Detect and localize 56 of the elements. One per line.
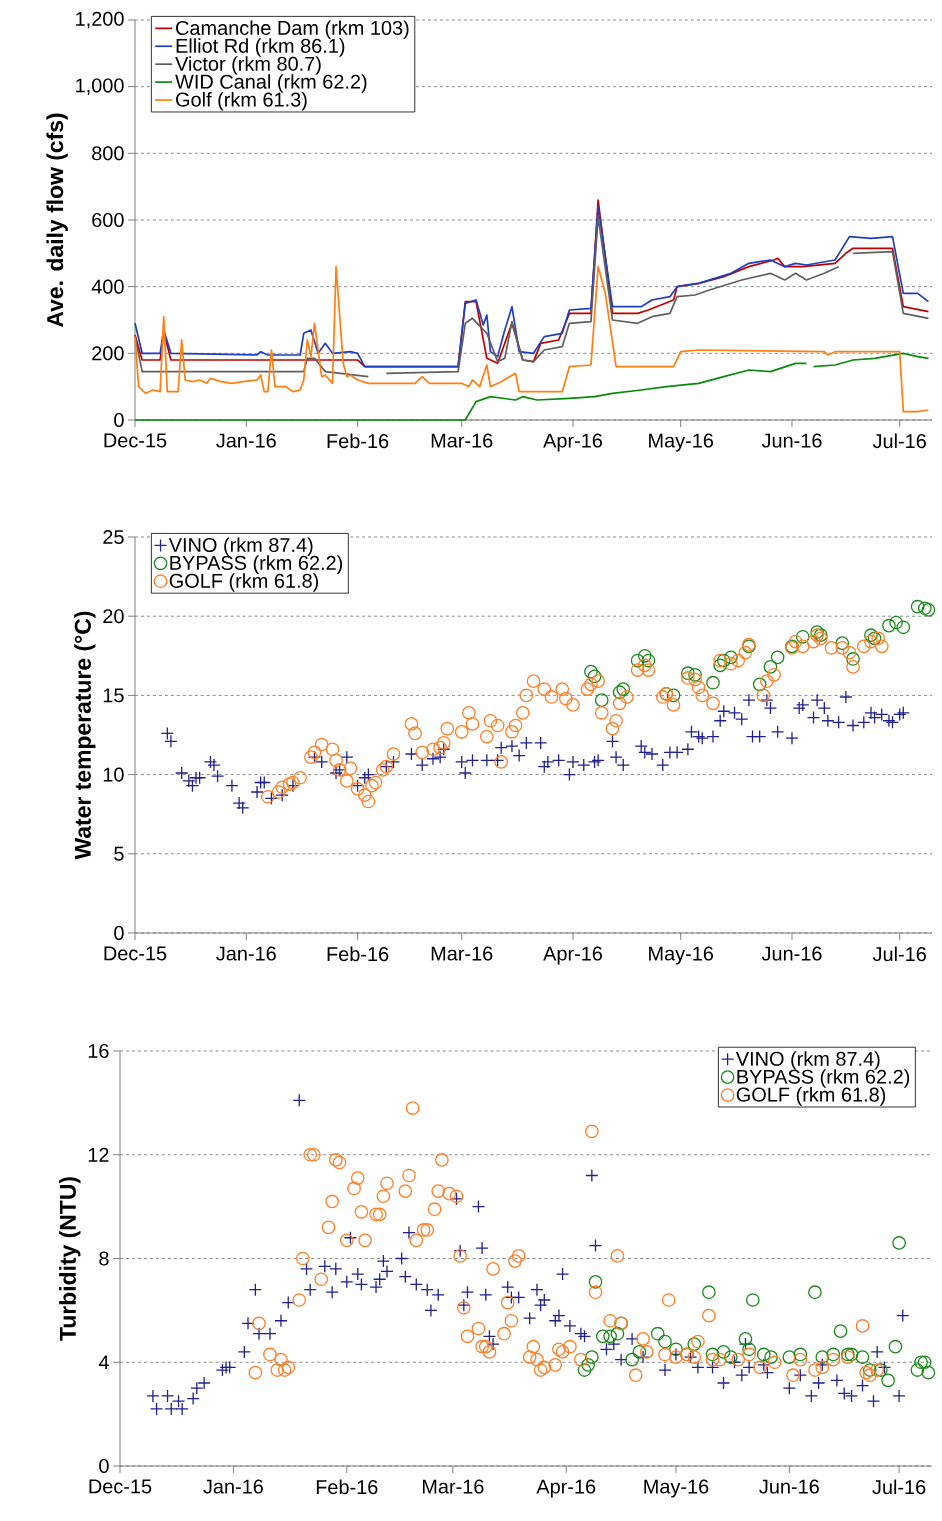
legend-label: Golf (rkm 61.3) xyxy=(176,92,307,111)
x-tick-label: Apr-16 xyxy=(543,946,603,965)
x-tick-label: Jan-16 xyxy=(216,946,276,961)
x-tick-label: May-16 xyxy=(649,433,714,452)
x-tick-label: Jan-16 xyxy=(203,1479,263,1494)
y-tick-label: 400 xyxy=(91,279,124,294)
x-tick-label: Feb-16 xyxy=(316,1479,378,1495)
x-tick-label: Jul-16 xyxy=(872,433,926,449)
x-tick-label: Dec-15 xyxy=(104,946,167,961)
y-tick-label: 0 xyxy=(114,412,124,428)
legend-label: BYPASS (rkm 62.2) xyxy=(737,1069,910,1088)
legend-label: WID Canal (rkm 62.2) xyxy=(175,74,367,93)
legend-label: Elliot Rd (rkm 86.1) xyxy=(176,38,345,57)
x-tick-label: Feb-16 xyxy=(327,946,389,962)
y-tick-label: 4 xyxy=(98,1355,109,1370)
y-tick-label: 0 xyxy=(99,1458,109,1474)
x-tick-label: Mar-16 xyxy=(422,1479,484,1494)
legend-label: BYPASS (rkm 62.2) xyxy=(170,555,343,574)
x-tick-label: Apr-16 xyxy=(543,433,603,452)
legend-label: VINO (rkm 87.4) xyxy=(168,537,313,556)
y-tick-label: 12 xyxy=(88,1147,109,1162)
x-tick-label: Jun-16 xyxy=(761,946,822,961)
x-tick-label: Mar-16 xyxy=(431,946,493,961)
x-tick-label: Feb-16 xyxy=(327,433,389,449)
x-tick-label: May-16 xyxy=(649,946,714,965)
y-axis-title: Ave. daily flow (cfs) xyxy=(46,113,68,327)
y-tick-label: 600 xyxy=(92,212,124,228)
x-tick-label: Jun-16 xyxy=(759,1479,819,1494)
y-tick-label: 8 xyxy=(99,1251,109,1266)
y-tick-label: 1,200 xyxy=(76,11,124,29)
y-axis-title: Turbidity (NTU) xyxy=(59,1177,81,1341)
y-tick-label: 200 xyxy=(92,346,124,361)
legend-label: Camanche Dam (rkm 103) xyxy=(176,20,409,39)
legend-label: Victor (rkm 80.7) xyxy=(175,56,321,75)
y-tick-label: 25 xyxy=(103,529,124,545)
legend-label: VINO (rkm 87.4) xyxy=(735,1051,880,1070)
y-axis-title: Water temperature (°C) xyxy=(74,611,96,860)
x-tick-label: Jun-16 xyxy=(761,433,822,448)
y-tick-label: 20 xyxy=(103,609,124,624)
y-tick-label: 16 xyxy=(88,1043,109,1059)
x-tick-label: Mar-16 xyxy=(431,433,493,448)
x-tick-label: Apr-16 xyxy=(536,1479,596,1498)
y-tick-label: 0 xyxy=(114,925,124,941)
y-tick-label: 10 xyxy=(103,767,124,782)
x-tick-label: Dec-15 xyxy=(104,433,167,448)
x-tick-label: May-16 xyxy=(644,1479,709,1498)
y-tick-label: 1,000 xyxy=(76,78,124,95)
x-tick-label: Jan-16 xyxy=(216,433,276,448)
y-tick-label: 15 xyxy=(103,688,124,703)
legend-label: GOLF (rkm 61.8) xyxy=(169,573,319,592)
x-tick-label: Jul-16 xyxy=(872,946,926,962)
x-tick-label: Jul-16 xyxy=(872,1479,926,1495)
y-tick-label: 5 xyxy=(114,846,124,861)
x-tick-label: Dec-15 xyxy=(89,1479,152,1494)
y-tick-label: 800 xyxy=(92,146,124,161)
legend-label: GOLF (rkm 61.8) xyxy=(736,1087,886,1106)
